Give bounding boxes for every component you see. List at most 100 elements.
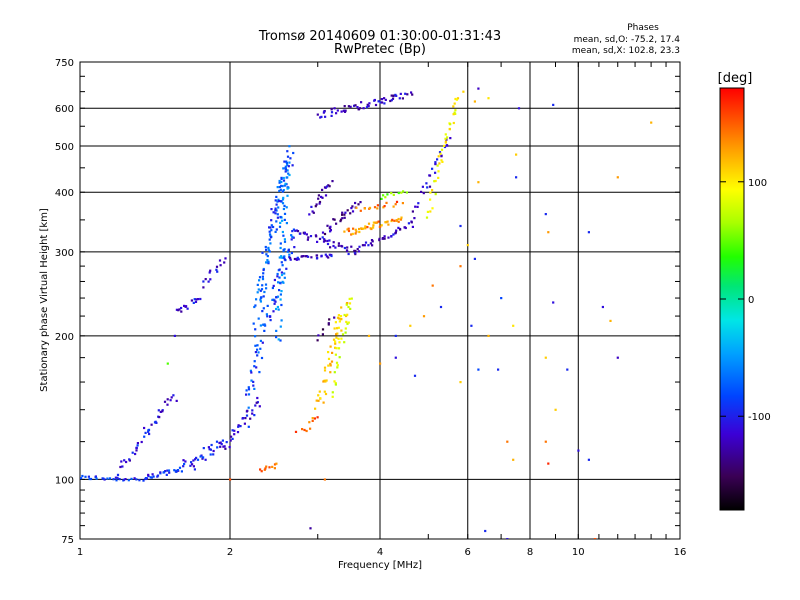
echo-point [231,429,234,432]
echo-point [436,164,439,167]
echo-point [313,417,316,420]
echo-point [277,198,280,201]
echo-point [347,105,350,108]
echo-point [267,262,270,265]
echo-point [487,334,490,337]
echo-point [229,439,232,442]
echo-point [336,332,339,335]
echo-point [344,327,347,330]
echo-point [289,258,292,261]
echo-point [345,303,348,306]
echo-point [283,258,286,261]
echo-point [89,477,93,481]
echo-point [394,334,397,337]
echo-point [192,465,195,468]
echo-point [437,170,440,173]
echo-point [371,240,374,243]
echo-point [135,478,138,481]
echo-point [114,476,117,479]
echo-point [273,278,276,282]
echo-point [329,364,332,367]
echo-point [336,316,340,319]
echo-point [253,365,256,368]
echo-point [477,87,480,90]
echo-point [449,137,452,140]
echo-point [326,224,329,227]
echo-point [285,161,288,164]
echo-point [255,401,258,404]
echo-point [515,176,518,179]
echo-point [328,227,331,230]
echo-point [224,257,227,260]
echo-point [577,449,580,452]
echo-point [293,257,296,261]
echo-point [401,202,404,205]
echo-point [323,390,326,393]
echo-point [143,426,146,430]
echo-point [455,98,458,101]
echo-point [294,229,297,232]
echo-point [367,222,371,225]
echo-point [371,244,374,247]
echo-point [365,106,369,109]
echo-point [286,150,289,153]
echo-point [380,224,383,227]
echo-point [224,447,227,450]
echo-point [383,97,386,100]
echo-point [257,351,260,354]
echo-point [366,226,369,229]
echo-point [276,305,279,309]
echo-point [166,362,169,365]
echo-point [270,229,273,232]
echo-point [280,319,283,322]
echo-point [370,239,374,242]
echo-point [280,256,283,259]
echo-point [274,209,277,212]
echo-point [311,210,314,213]
echo-point [273,299,276,302]
echo-point [280,290,283,293]
echo-point [311,419,314,422]
echo-point [290,251,293,255]
echo-point [281,264,284,267]
echo-point [417,202,420,205]
echo-point [275,462,278,465]
echo-point [305,429,308,433]
echo-point [385,201,388,204]
echo-point [459,265,462,268]
echo-point [261,284,264,287]
echo-point [202,447,205,450]
echo-point [276,200,279,203]
echo-point [290,234,293,237]
echo-point [250,371,253,374]
echo-point [259,289,262,292]
echo-point [106,477,109,480]
echo-point [391,97,395,100]
echo-point [392,233,395,236]
echo-point [374,103,378,107]
echo-point [279,325,282,328]
echo-point [434,163,437,166]
echo-point [359,209,362,212]
echo-point [123,459,126,462]
echo-point [338,356,341,359]
echo-point [334,383,337,386]
echo-point [220,443,223,446]
echo-point [150,423,153,426]
echo-point [156,474,160,477]
echo-point [283,238,286,241]
echo-point [616,176,619,179]
echo-point [212,449,215,453]
echo-point [292,228,295,231]
echo-point [119,465,122,469]
echo-point [247,393,251,396]
echo-point [315,399,318,402]
echo-point [552,103,555,106]
echo-point [136,442,139,445]
echo-point [601,305,604,309]
echo-point [434,161,437,164]
echo-point [197,298,200,301]
echo-point [340,244,343,248]
echo-point [354,228,357,231]
echo-point [336,364,339,367]
